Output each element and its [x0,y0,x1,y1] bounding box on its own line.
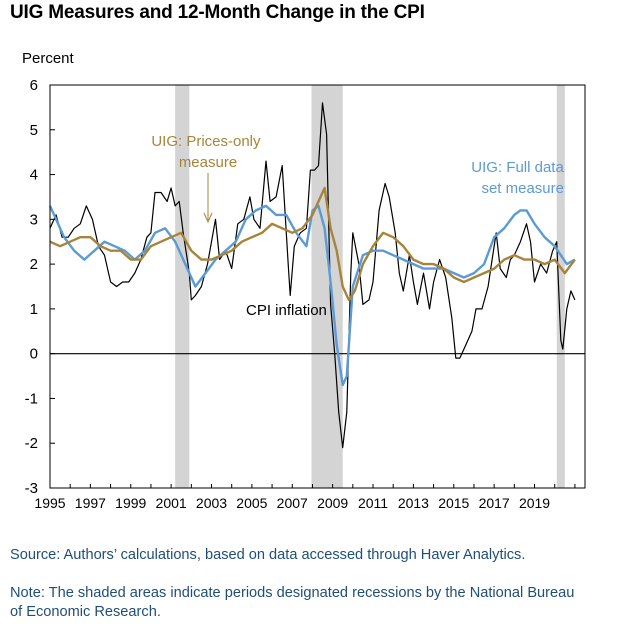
plot-frame [49,84,586,489]
x-tick-label: 2001 [156,495,187,511]
y-tick-label: 2 [30,256,38,273]
full-data-line [48,204,576,387]
prices-only-label: UIG: Prices-only measure [151,133,264,171]
chart-title: UIG Measures and 12-Month Change in the … [10,2,425,23]
recession-band-3 [556,85,565,488]
y-tick-label: 5 [30,122,38,139]
recession-band-1 [175,85,190,488]
x-ticks: 1995 1997 1999 2001 2003 2005 2007 2009 2011 2013… [34,484,576,511]
source-note: Source: Authors’ calculations, based on … [10,547,526,563]
cpi-label: CPI inflation [246,302,327,319]
y-tick-label: -2 [25,435,38,452]
y-tick-label: 4 [30,167,38,184]
x-tick-label: 2017 [479,495,510,511]
x-tick-label: 2009 [317,495,348,511]
recession-note: Note: The shaded areas indicate periods … [10,585,575,620]
chart-svg: Percent 6 5 4 3 2 1 0 -1 -2 -3 1995 1997 1999 2001 20… [22,50,586,511]
y-tick-label: -3 [25,480,38,497]
x-tick-label: 1995 [34,495,65,511]
y-tick-label: 6 [30,77,38,94]
y-tick-label: -1 [25,390,38,407]
x-tick-label: 2011 [358,495,388,511]
x-tick-label: 2007 [277,495,308,511]
prices-only-line [49,186,576,302]
series-layer [48,102,576,449]
x-tick-label: 2003 [196,495,227,511]
y-axis-label: Percent [22,50,75,67]
x-tick-label: 2015 [438,495,469,511]
x-tick-label: 2019 [519,495,550,511]
x-tick-label: 2005 [236,495,267,511]
y-tick-label: 1 [30,301,38,318]
x-tick-label: 1997 [75,495,106,511]
full-data-label-line1: UIG: Full data [471,159,564,176]
y-tick-label: 3 [30,211,38,228]
prices-only-label-line2: measure [179,154,237,171]
y-tick-label: 0 [30,346,38,363]
prices-only-label-line1: UIG: Prices-only [151,133,261,150]
full-data-label-line2: set measure [481,180,564,197]
cpi-line [49,102,576,449]
prices-only-arrowhead [203,212,213,224]
x-tick-label: 2013 [398,495,429,511]
y-ticks: 6 5 4 3 2 1 0 -1 -2 -3 [25,77,55,497]
full-data-label: UIG: Full data set measure [471,159,568,197]
x-tick-label: 1999 [115,495,146,511]
